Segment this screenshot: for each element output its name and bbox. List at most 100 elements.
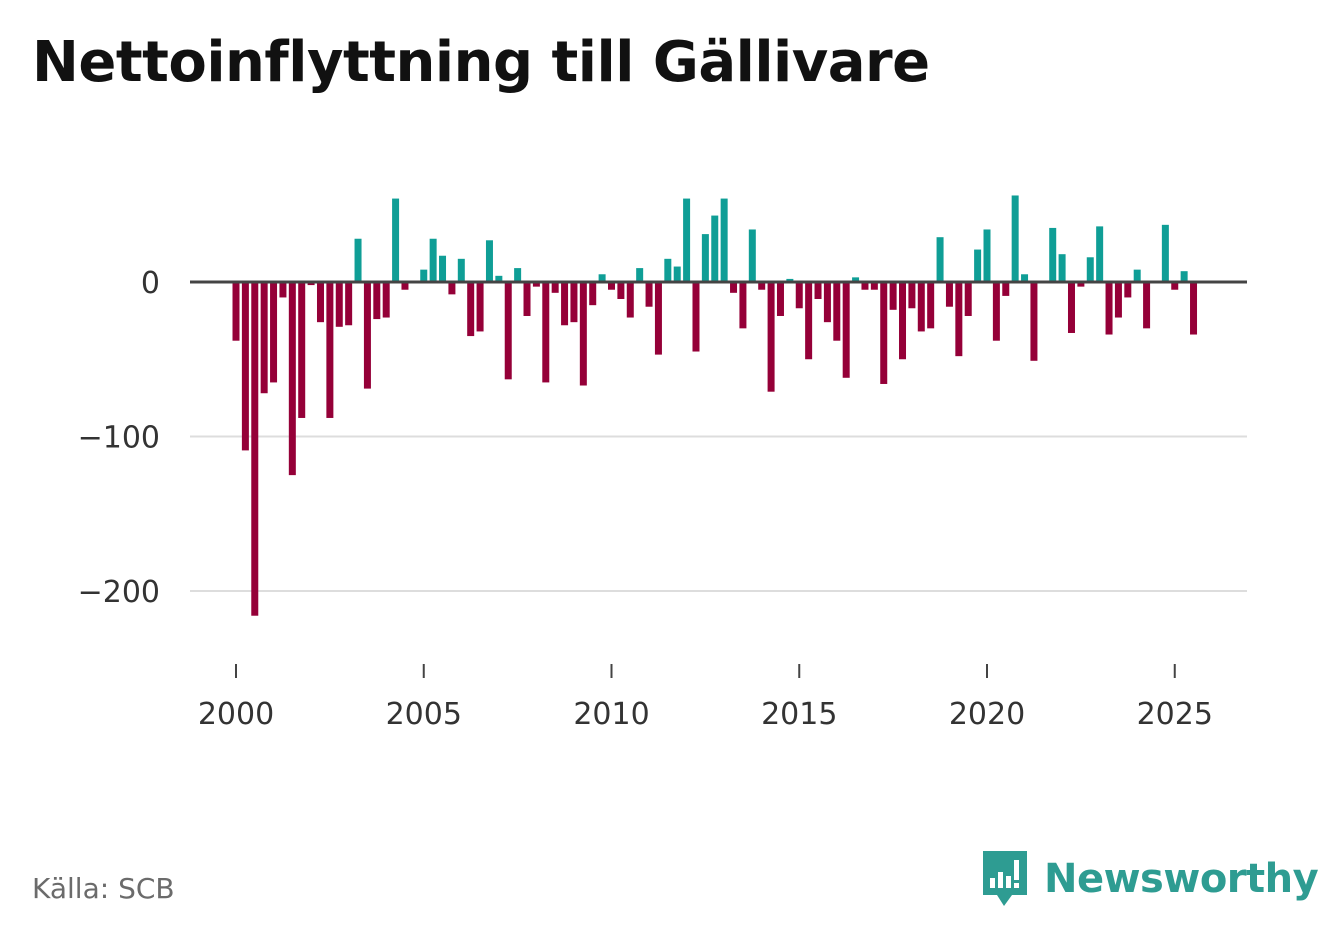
- bar: [495, 275, 503, 282]
- bar: [251, 282, 259, 616]
- bar: [382, 282, 390, 318]
- bar: [542, 282, 550, 383]
- x-tick-label: 2000: [198, 697, 274, 732]
- bar: [298, 282, 306, 418]
- bar: [316, 282, 324, 323]
- bar: [861, 282, 869, 290]
- bar: [814, 282, 822, 299]
- x-tick-label: 2010: [573, 697, 649, 732]
- bar: [964, 282, 972, 316]
- bar: [1133, 269, 1141, 282]
- bar: [739, 282, 747, 329]
- bar: [955, 282, 963, 357]
- bar: [983, 229, 991, 282]
- bar: [392, 198, 400, 282]
- bar: [701, 234, 709, 282]
- bar: [852, 277, 860, 282]
- bar: [467, 282, 475, 337]
- bar: [232, 282, 240, 341]
- bars: [232, 195, 1198, 616]
- bar: [326, 282, 334, 418]
- bar: [692, 282, 700, 352]
- bar: [936, 237, 944, 282]
- bar: [899, 282, 907, 360]
- bar: [626, 282, 634, 318]
- bar: [889, 282, 897, 310]
- bar: [598, 274, 606, 282]
- bar: [720, 198, 728, 282]
- bar: [1096, 226, 1104, 282]
- bar: [805, 282, 813, 360]
- bar: [401, 282, 409, 290]
- bar: [880, 282, 888, 384]
- bar: [579, 282, 587, 386]
- bar: [608, 282, 615, 290]
- bar: [288, 282, 296, 476]
- bar: [767, 282, 775, 392]
- bar: [1180, 271, 1188, 282]
- bar: [1049, 227, 1057, 282]
- bar: [373, 282, 381, 320]
- bar: [335, 282, 343, 327]
- bar: [1002, 282, 1010, 296]
- bar: [561, 282, 569, 326]
- y-tick-label: 0: [141, 266, 160, 301]
- bar: [551, 282, 559, 293]
- bar: [270, 282, 278, 383]
- bar: [241, 282, 249, 451]
- bar: [617, 282, 625, 299]
- brand-name: Newsworthy: [1044, 856, 1319, 902]
- bar: [974, 249, 982, 282]
- bar: [363, 282, 371, 389]
- x-axis: 2000 2005 2010 2015 2020 2025: [198, 664, 1213, 732]
- gridlines: [190, 435, 1247, 592]
- x-tick-label: 2015: [761, 697, 837, 732]
- bar: [1011, 195, 1019, 282]
- chart-title: Nettoinflyttning till Gällivare: [32, 30, 930, 95]
- bar: [917, 282, 925, 332]
- x-tick-label: 2020: [949, 697, 1025, 732]
- bar: [842, 282, 850, 378]
- bar: [439, 255, 447, 282]
- bar: [1058, 254, 1066, 282]
- bar: [664, 258, 672, 282]
- bar: [1124, 282, 1132, 298]
- bar: [589, 282, 597, 306]
- bar: [1171, 282, 1179, 290]
- bar: [448, 282, 456, 295]
- bar: [833, 282, 841, 341]
- bar: [992, 282, 1000, 341]
- bar: [1030, 282, 1038, 361]
- y-tick-label: −200: [78, 575, 160, 610]
- bar: [776, 282, 784, 316]
- bar: [504, 282, 512, 380]
- bar: [354, 238, 362, 282]
- bar: [673, 266, 681, 282]
- x-tick-label: 2005: [386, 697, 462, 732]
- x-tick-label: 2025: [1137, 697, 1213, 732]
- bar: [514, 268, 522, 282]
- bar: [1077, 282, 1085, 287]
- bar: [636, 268, 644, 282]
- bar: [683, 198, 691, 282]
- bar: [307, 282, 315, 286]
- bar: [420, 269, 428, 282]
- bar: [457, 258, 465, 282]
- bar: [1190, 282, 1198, 335]
- bar: [570, 282, 578, 323]
- bar: [1105, 282, 1113, 335]
- bar: [945, 282, 953, 307]
- bar: [748, 229, 756, 282]
- bar: [730, 282, 738, 293]
- bar: [345, 282, 353, 326]
- bar: [485, 240, 493, 282]
- bar: [279, 282, 287, 298]
- bar: [711, 215, 719, 282]
- source-note: Källa: SCB: [32, 872, 175, 905]
- bar: [260, 282, 268, 394]
- bar: [927, 282, 935, 329]
- newsworthy-logo-icon: [983, 851, 1027, 906]
- bar: [476, 282, 484, 332]
- y-axis-labels: 0 −100 −200: [78, 266, 160, 610]
